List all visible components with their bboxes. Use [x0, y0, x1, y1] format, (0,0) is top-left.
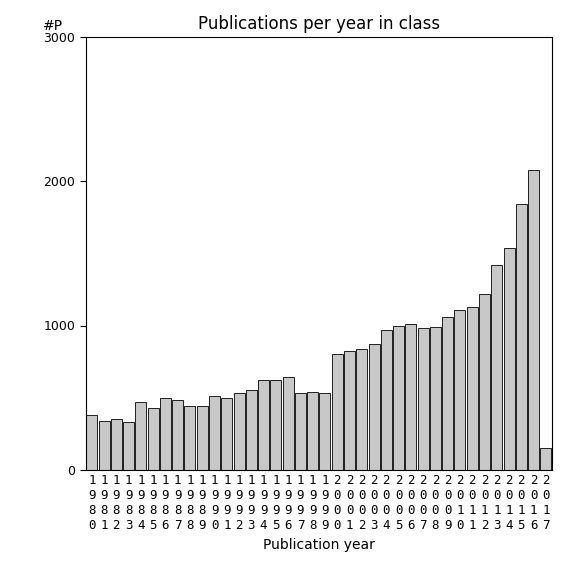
Bar — [172, 400, 183, 469]
Bar — [332, 354, 343, 469]
Bar — [99, 421, 109, 469]
Bar — [344, 352, 355, 469]
Bar — [234, 393, 244, 469]
Bar — [111, 419, 122, 469]
Bar — [442, 317, 453, 469]
Bar — [246, 390, 257, 469]
Y-axis label: #P: #P — [43, 19, 63, 33]
Bar — [491, 265, 502, 469]
Bar — [319, 393, 331, 469]
Title: Publications per year in class: Publications per year in class — [198, 15, 440, 33]
Bar — [381, 330, 392, 469]
X-axis label: Publication year: Publication year — [263, 538, 375, 552]
Bar — [430, 327, 441, 469]
Bar — [123, 422, 134, 469]
Bar — [405, 324, 416, 469]
Bar — [86, 415, 98, 469]
Bar — [282, 378, 294, 469]
Bar — [270, 380, 281, 469]
Bar — [540, 448, 551, 469]
Bar — [160, 397, 171, 469]
Bar — [307, 392, 318, 469]
Bar — [221, 397, 232, 469]
Bar — [369, 344, 379, 469]
Bar — [258, 380, 269, 469]
Bar — [516, 205, 527, 469]
Bar — [209, 396, 220, 469]
Bar — [393, 325, 404, 469]
Bar — [528, 170, 539, 469]
Bar — [147, 408, 159, 469]
Bar — [479, 294, 490, 469]
Bar — [295, 393, 306, 469]
Bar — [418, 328, 429, 469]
Bar — [184, 406, 196, 469]
Bar — [503, 248, 515, 469]
Bar — [467, 307, 478, 469]
Bar — [197, 406, 208, 469]
Bar — [136, 402, 146, 469]
Bar — [356, 349, 367, 469]
Bar — [454, 310, 466, 469]
